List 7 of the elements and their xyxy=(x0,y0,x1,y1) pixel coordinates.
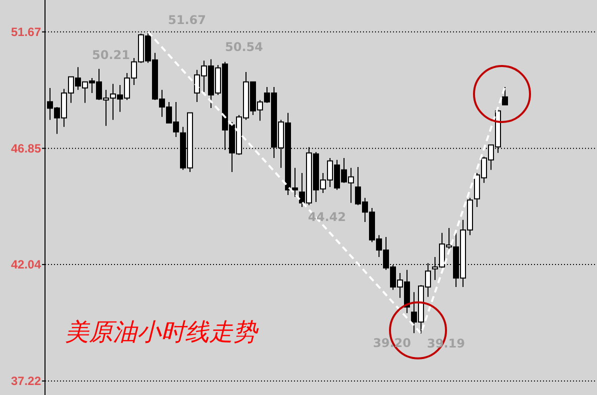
y-tick-label: 37.22 xyxy=(10,374,42,388)
annotation: 44.42 xyxy=(308,210,346,224)
candlestick xyxy=(502,86,508,106)
y-tick-label: 51.67 xyxy=(10,25,42,40)
y-tick-label: 46.85 xyxy=(10,142,42,156)
y-tick-label: 42.04 xyxy=(10,258,42,272)
text: 美原油小时线走势 xyxy=(65,318,259,346)
